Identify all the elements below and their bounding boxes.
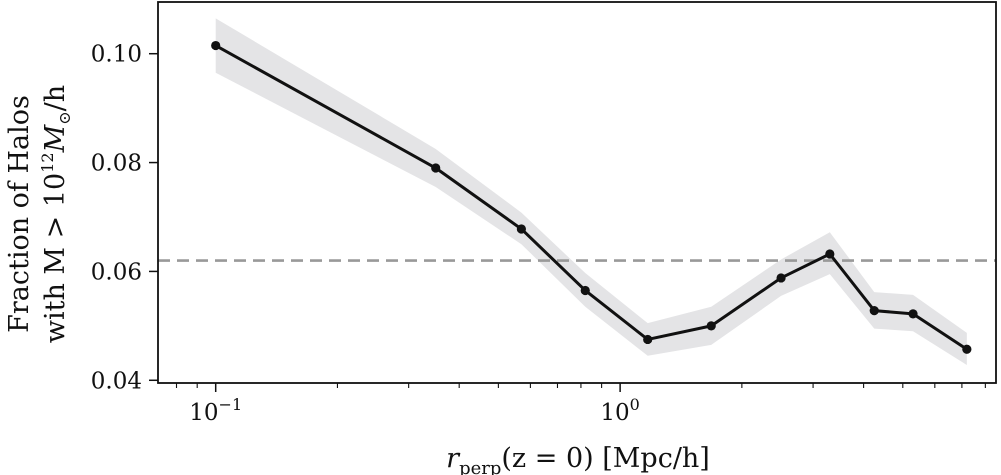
- confidence-band-layer: [215, 18, 967, 366]
- y-axis-label-line1: Fraction of Halos: [4, 95, 35, 333]
- data-point-0: [211, 40, 221, 51]
- data-point-7: [825, 249, 835, 259]
- y-axis-label-line2: with M > 1012M⊙/h: [38, 85, 74, 343]
- x-tick-label-0: 10−1: [189, 395, 242, 426]
- data-point-10: [962, 344, 972, 354]
- y-tick-label-0: 0.04: [91, 368, 142, 394]
- data-point-3: [580, 285, 590, 296]
- y-tick-label-1: 0.06: [91, 259, 142, 285]
- plot-frame: [157, 1, 997, 384]
- series-points-layer: [211, 40, 972, 354]
- y-tick-label-2: 0.08: [91, 151, 142, 177]
- axes-layer: [157, 1, 997, 384]
- ticks-layer: 0.04 0.06 0.08 0.10 10−1 100: [91, 42, 986, 426]
- data-point-9: [908, 309, 918, 319]
- x-tick-label-1: 100: [600, 395, 639, 426]
- y-axis-label: Fraction of Halos with M > 1012M⊙/h: [4, 85, 74, 343]
- data-point-5: [706, 321, 716, 331]
- x-axis-label: rperp(z = 0) [Mpc/h]: [446, 443, 710, 475]
- data-point-4: [643, 334, 653, 345]
- data-point-2: [516, 224, 526, 234]
- data-point-8: [869, 306, 879, 316]
- y-tick-label-3: 0.10: [91, 42, 142, 68]
- data-point-1: [431, 163, 441, 173]
- data-point-6: [776, 273, 786, 283]
- confidence-band-0: [215, 18, 967, 366]
